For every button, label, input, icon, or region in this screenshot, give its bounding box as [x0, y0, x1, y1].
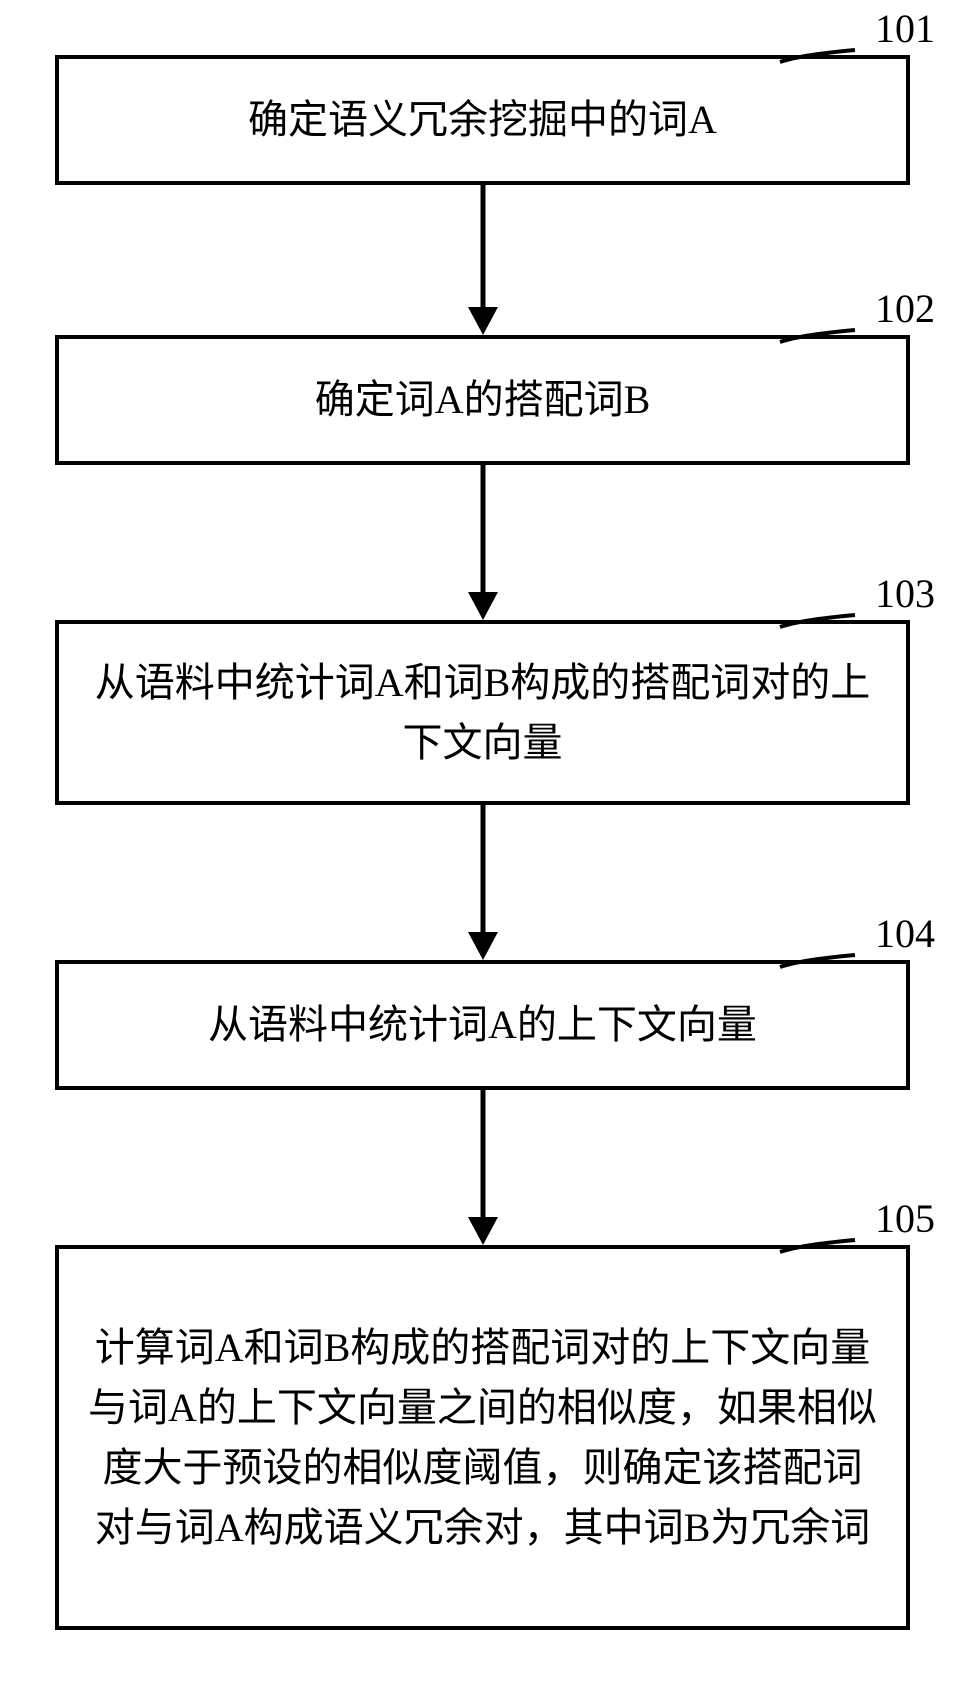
arrow-head-3 — [468, 1217, 498, 1245]
node-text: 从语料中统计词A和词B构成的搭配词对的上下文向量 — [83, 653, 882, 773]
node-label-105: 105 — [875, 1195, 935, 1242]
node-label-103: 103 — [875, 570, 935, 617]
node-text: 从语料中统计词A的上下文向量 — [208, 995, 757, 1055]
flowchart-node-n5: 计算词A和词B构成的搭配词对的上下文向量与词A的上下文向量之间的相似度，如果相似… — [55, 1245, 910, 1630]
node-text: 确定语义冗余挖掘中的词A — [248, 90, 717, 150]
flowchart-canvas: 确定语义冗余挖掘中的词A 101 确定词A的搭配词B 102 从语料中统计词A和词B构成… — [0, 0, 965, 1688]
flowchart-node-n4: 从语料中统计词A的上下文向量 — [55, 960, 910, 1090]
node-label-104: 104 — [875, 910, 935, 957]
arrow-head-1 — [468, 592, 498, 620]
node-label-101: 101 — [875, 5, 935, 52]
flowchart-node-n3: 从语料中统计词A和词B构成的搭配词对的上下文向量 — [55, 620, 910, 805]
arrow-head-2 — [468, 932, 498, 960]
flowchart-node-n1: 确定语义冗余挖掘中的词A — [55, 55, 910, 185]
arrow-line-0 — [480, 185, 485, 307]
arrow-head-0 — [468, 307, 498, 335]
node-text: 计算词A和词B构成的搭配词对的上下文向量与词A的上下文向量之间的相似度，如果相似… — [83, 1318, 882, 1558]
arrow-line-2 — [480, 805, 485, 932]
arrow-line-1 — [480, 465, 485, 592]
arrow-line-3 — [480, 1090, 485, 1217]
flowchart-node-n2: 确定词A的搭配词B — [55, 335, 910, 465]
node-text: 确定词A的搭配词B — [315, 370, 651, 430]
node-label-102: 102 — [875, 285, 935, 332]
